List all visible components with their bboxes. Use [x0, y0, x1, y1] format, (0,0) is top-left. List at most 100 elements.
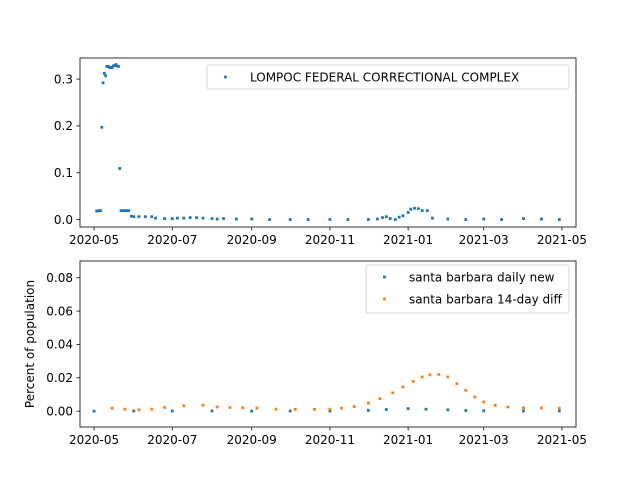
data-point — [222, 217, 225, 220]
y-tick-label: 0.04 — [46, 338, 73, 352]
data-point — [92, 409, 96, 413]
legend-label: santa barbara 14-day diff — [409, 292, 562, 306]
x-tick-label: 2020-05 — [69, 233, 119, 247]
data-point — [163, 217, 166, 220]
data-point — [411, 380, 415, 383]
x-tick-label: 2021-05 — [537, 433, 587, 447]
data-point — [482, 400, 486, 404]
data-point — [406, 407, 410, 411]
x-tick-label: 2020-05 — [69, 433, 119, 447]
data-point — [288, 409, 292, 413]
data-point — [117, 65, 120, 68]
data-point — [406, 211, 410, 214]
x-tick-label: 2020-11 — [305, 233, 355, 247]
data-point — [557, 409, 561, 413]
data-point — [375, 217, 379, 221]
data-point — [464, 388, 468, 392]
legend-label: LOMPOC FEDERAL CORRECTIONAL COMPLEX — [250, 70, 519, 84]
x-tick-label: 2020-07 — [147, 433, 197, 447]
data-point — [393, 218, 397, 221]
x-tick-label: 2021-03 — [459, 233, 509, 247]
data-point — [210, 409, 214, 413]
data-point — [288, 218, 292, 221]
data-point — [118, 167, 122, 170]
series-2 — [110, 373, 561, 412]
data-point — [522, 409, 525, 413]
data-point — [210, 217, 214, 220]
data-point — [391, 391, 395, 395]
data-point — [154, 216, 158, 220]
data-point — [129, 214, 133, 218]
chart-panel-1: 2020-05 2020-07 2020-09 2020-11 2021-01 2021-… — [54, 57, 587, 247]
data-point — [557, 406, 561, 410]
data-point — [182, 216, 186, 220]
y-tick-label: 0.1 — [54, 166, 73, 180]
data-point — [428, 373, 432, 377]
legend-marker — [224, 75, 227, 79]
data-point — [241, 406, 245, 410]
legend: LOMPOC FEDERAL CORRECTIONAL COMPLEX — [206, 64, 570, 90]
y-tick-label: 0.3 — [54, 72, 73, 86]
data-point — [557, 218, 561, 221]
data-point — [170, 217, 174, 220]
data-point — [346, 218, 350, 221]
data-point — [464, 218, 468, 221]
data-point — [424, 407, 428, 411]
data-point — [328, 409, 332, 413]
x-tick-label: 2021-01 — [383, 233, 433, 247]
data-point — [163, 406, 166, 409]
data-point — [143, 215, 147, 219]
data-point — [124, 209, 128, 213]
y-tick-label: 0.2 — [54, 119, 73, 133]
y-tick-label: 0.00 — [46, 404, 73, 418]
data-point — [110, 406, 114, 410]
data-point — [401, 214, 405, 218]
data-point — [313, 407, 316, 411]
data-point — [255, 406, 259, 410]
legend-label: santa barbara daily new — [409, 270, 555, 284]
data-point — [170, 409, 174, 413]
legend-box — [206, 64, 570, 90]
data-point — [101, 81, 105, 85]
data-point — [378, 397, 382, 401]
data-point — [104, 74, 108, 78]
data-point — [464, 409, 468, 412]
data-point — [137, 215, 141, 219]
data-point — [110, 66, 114, 70]
series-1 — [92, 407, 561, 413]
data-point — [437, 373, 441, 376]
data-point — [228, 406, 232, 409]
data-point — [473, 395, 477, 399]
data-point — [522, 217, 525, 220]
data-point — [250, 409, 254, 413]
data-point — [482, 217, 486, 221]
data-point — [384, 408, 388, 411]
data-point — [340, 406, 343, 410]
data-point — [234, 217, 238, 221]
data-point — [102, 72, 106, 75]
data-point — [401, 385, 405, 389]
data-point — [306, 218, 310, 221]
data-point — [420, 209, 424, 213]
data-point — [274, 407, 278, 411]
data-point — [201, 403, 205, 407]
data-point — [352, 405, 356, 408]
data-point — [425, 209, 429, 213]
x-tick-label: 2020-07 — [147, 233, 197, 247]
data-point — [114, 63, 118, 66]
x-tick-label: 2020-09 — [227, 233, 277, 247]
data-point — [176, 216, 179, 220]
data-point — [100, 125, 104, 129]
data-point — [506, 405, 510, 409]
data-point — [99, 209, 102, 213]
data-point — [455, 382, 459, 386]
data-point — [328, 218, 332, 221]
data-point — [431, 216, 434, 220]
data-point — [366, 408, 370, 412]
data-point — [446, 408, 450, 412]
y-axis-label: Percent of population — [23, 280, 37, 408]
x-tick-label: 2020-09 — [227, 433, 277, 447]
data-point — [132, 409, 136, 413]
data-point — [409, 207, 413, 211]
legend: santa barbara daily new santa barbara 14-… — [365, 264, 570, 314]
